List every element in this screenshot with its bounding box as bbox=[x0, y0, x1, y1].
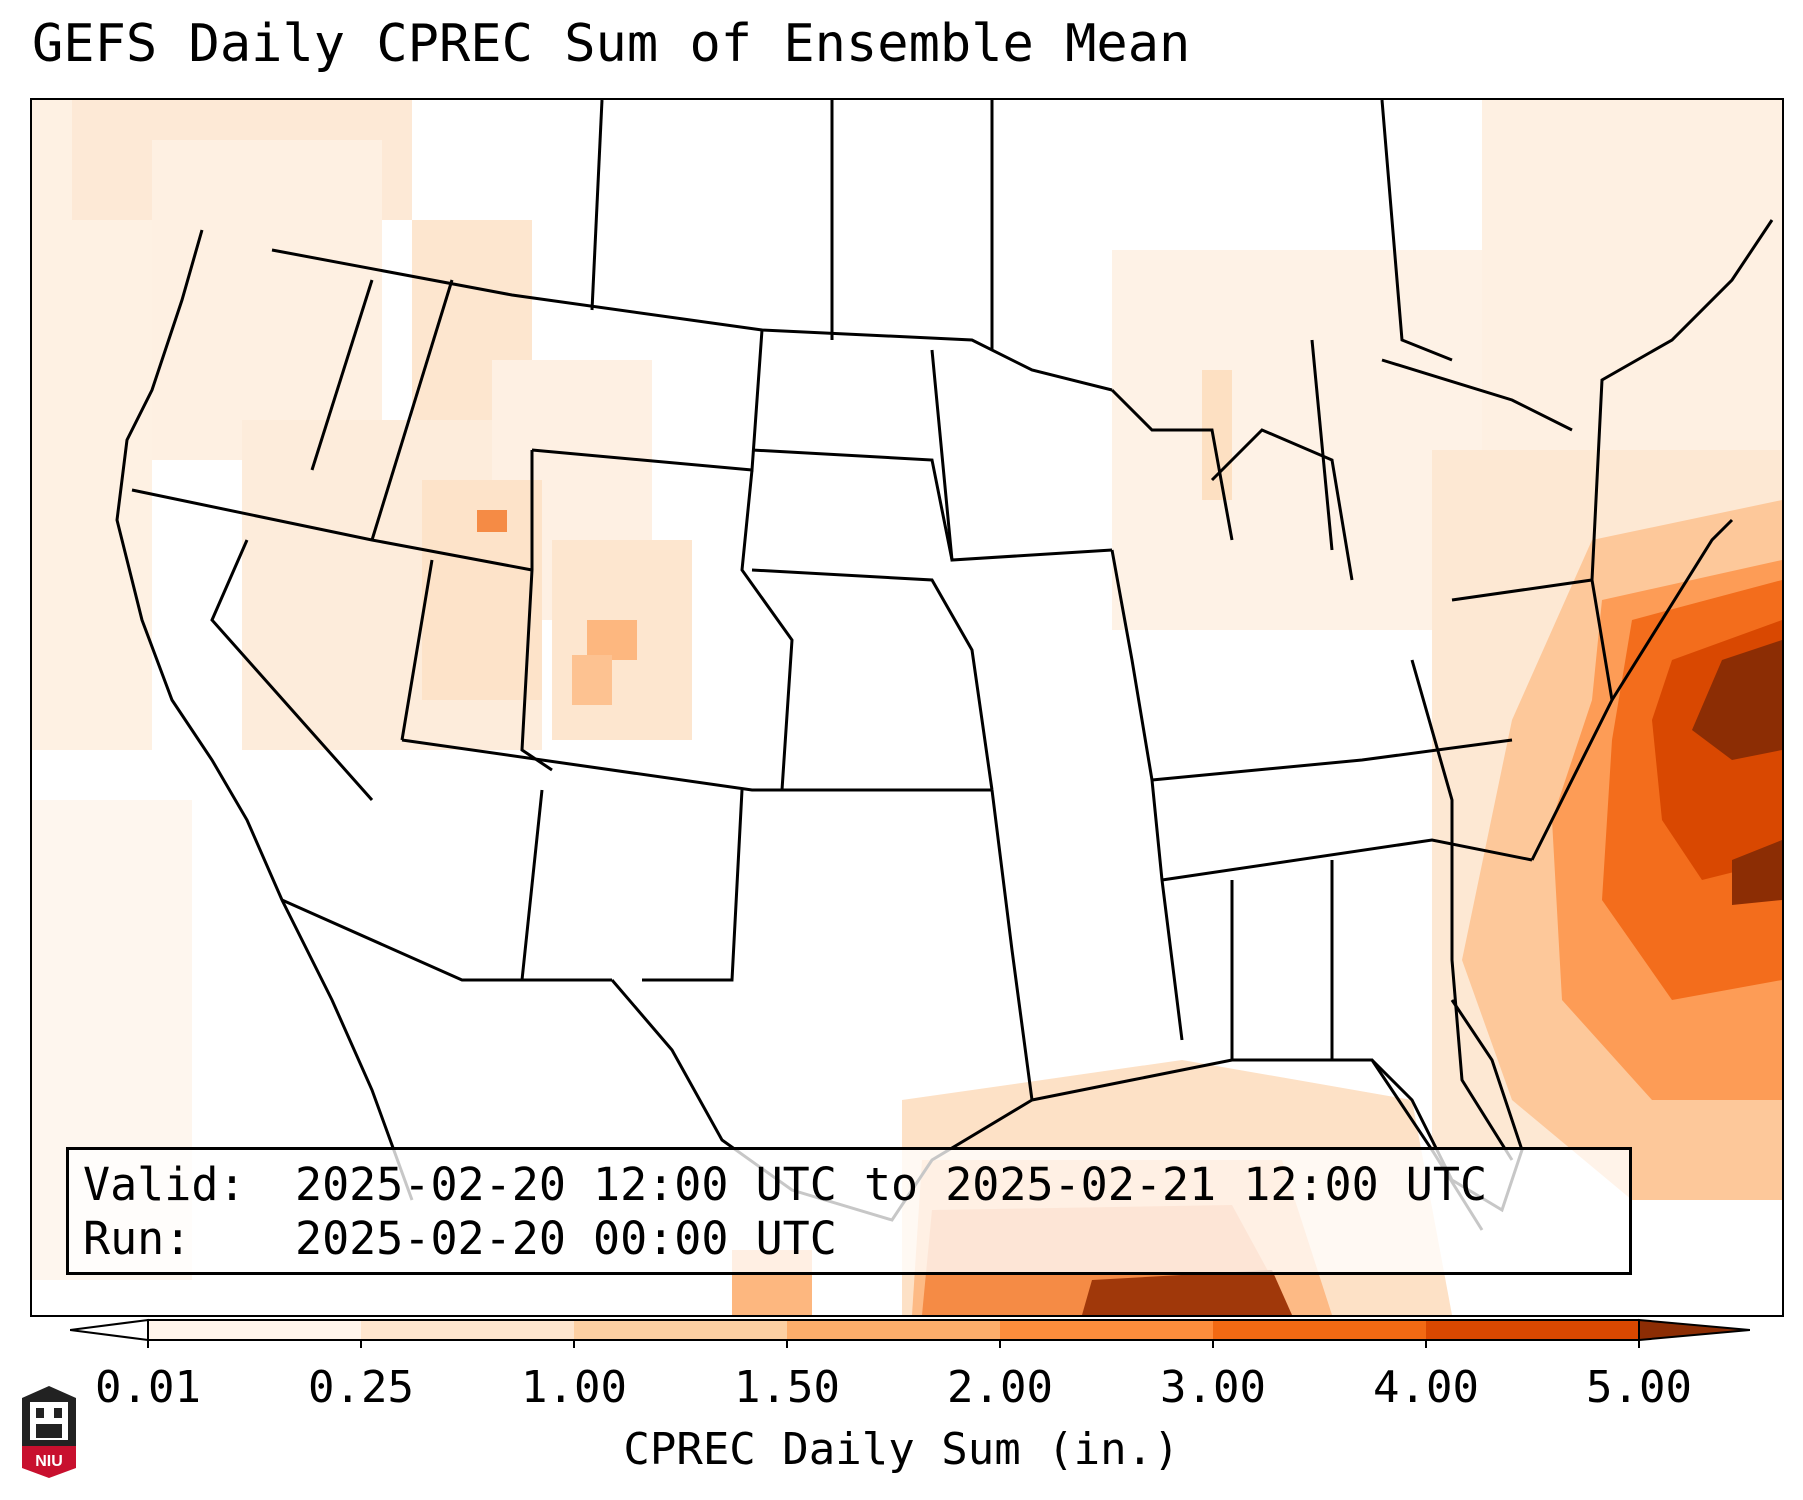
colorbar-segment-3 bbox=[787, 1320, 1000, 1340]
niu-logo: NIU bbox=[20, 1384, 78, 1480]
valid-label: Valid: bbox=[83, 1158, 246, 1211]
valid-row: Valid: 2025-02-20 12:00 UTC to 2025-02-21… bbox=[83, 1158, 1615, 1212]
colorbar-segment-6 bbox=[1426, 1320, 1639, 1340]
colorbar-segment-2 bbox=[574, 1320, 787, 1340]
state-borders bbox=[115, 100, 1774, 1231]
colorbar-tick-label: 1.50 bbox=[734, 1362, 840, 1413]
colorbar-outline bbox=[147, 1319, 1640, 1341]
precipitation-map bbox=[30, 98, 1784, 1317]
colorbar-tick-label: 4.00 bbox=[1373, 1362, 1479, 1413]
colorbar-tick-label: 0.01 bbox=[95, 1362, 201, 1413]
colorbar-segment-1 bbox=[361, 1320, 574, 1340]
valid-value: 2025-02-20 12:00 UTC to 2025-02-21 12:00… bbox=[295, 1158, 1488, 1211]
colorbar-tick-label: 3.00 bbox=[1160, 1362, 1266, 1413]
colorbar-tick-label: 5.00 bbox=[1586, 1362, 1692, 1413]
colorbar-right-extend bbox=[1638, 1318, 1750, 1342]
precip-shading bbox=[32, 100, 1782, 1315]
colorbar-tick-label: 0.25 bbox=[308, 1362, 414, 1413]
colorbar bbox=[70, 1318, 1750, 1348]
logo-text: NIU bbox=[35, 1453, 63, 1470]
run-label: Run: bbox=[83, 1212, 192, 1265]
run-value: 2025-02-20 00:00 UTC bbox=[295, 1212, 837, 1265]
colorbar-tick-label: 1.00 bbox=[521, 1362, 627, 1413]
colorbar-segment-4 bbox=[1000, 1320, 1213, 1340]
run-row: Run: 2025-02-20 00:00 UTC bbox=[83, 1212, 1615, 1266]
colorbar-segment-0 bbox=[148, 1320, 361, 1340]
valid-run-info-box: Valid: 2025-02-20 12:00 UTC to 2025-02-21… bbox=[66, 1147, 1632, 1275]
map-title: GEFS Daily CPREC Sum of Ensemble Mean bbox=[32, 14, 1191, 74]
colorbar-left-extend bbox=[70, 1318, 149, 1342]
colorbar-label: CPREC Daily Sum (in.) bbox=[623, 1424, 1180, 1475]
colorbar-segment-5 bbox=[1213, 1320, 1426, 1340]
colorbar-tick-label: 2.00 bbox=[947, 1362, 1053, 1413]
